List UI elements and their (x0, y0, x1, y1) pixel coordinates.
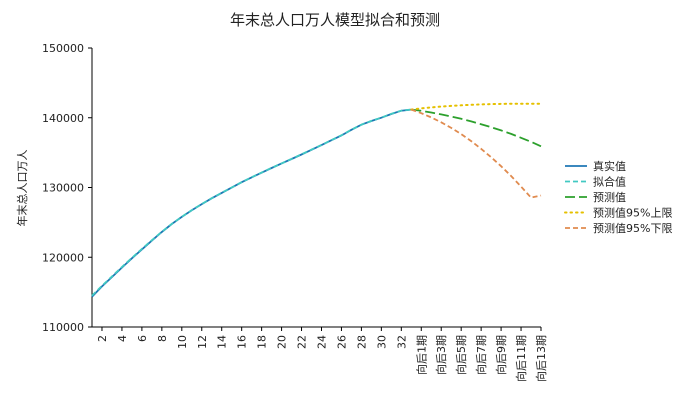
y-tick-label: 110000 (42, 321, 84, 334)
y-tick-label: 150000 (42, 42, 84, 55)
x-tick-label: 22 (296, 335, 309, 349)
x-tick-label: 14 (216, 335, 229, 349)
x-tick-label: 6 (136, 335, 149, 342)
x-tick-label: 8 (156, 335, 169, 342)
x-tick-label: 20 (276, 335, 289, 349)
x-tick-label: 向后11期 (514, 335, 528, 382)
x-tick-label: 28 (355, 335, 368, 349)
y-tick-label: 130000 (42, 182, 84, 195)
legend-entry-2: 预测值 (593, 191, 626, 204)
x-tick-label: 10 (176, 335, 189, 349)
y-tick-label: 140000 (42, 112, 84, 125)
y-axis-label: 年末总人口万人 (15, 150, 29, 227)
x-tick-label: 向后5期 (454, 335, 468, 375)
x-tick-label: 26 (335, 335, 348, 349)
x-tick-label: 16 (236, 335, 249, 349)
y-tick-label: 120000 (42, 251, 84, 264)
x-tick-label: 2 (96, 335, 109, 342)
x-tick-label: 32 (395, 335, 408, 349)
series-line-2 (411, 108, 542, 148)
legend-entry-0: 真实值 (593, 159, 626, 173)
x-tick-label: 4 (116, 335, 129, 342)
series-line-3 (410, 102, 542, 111)
series-line-4 (410, 108, 542, 199)
x-tick-label: 向后9期 (494, 335, 508, 375)
x-tick-label: 向后3期 (434, 335, 448, 375)
x-tick-label: 24 (315, 335, 328, 349)
chart-title: 年末总人口万人模型拟合和预测 (230, 11, 440, 29)
x-tick-label: 12 (196, 335, 209, 349)
series-line-0 (91, 108, 412, 298)
series-layer (91, 102, 542, 298)
x-tick-label: 18 (256, 335, 269, 349)
legend-entry-1: 拟合值 (593, 175, 626, 189)
x-tick-label: 30 (375, 335, 388, 349)
series-line-1 (91, 108, 412, 297)
x-tick-label: 向后13期 (534, 335, 548, 382)
legend-entry-4: 预测值95%下限 (593, 222, 672, 235)
x-tick-label: 向后7期 (474, 335, 488, 375)
x-tick-label: 向后1期 (414, 335, 428, 375)
legend-entry-3: 预测值95%上限 (593, 207, 672, 220)
